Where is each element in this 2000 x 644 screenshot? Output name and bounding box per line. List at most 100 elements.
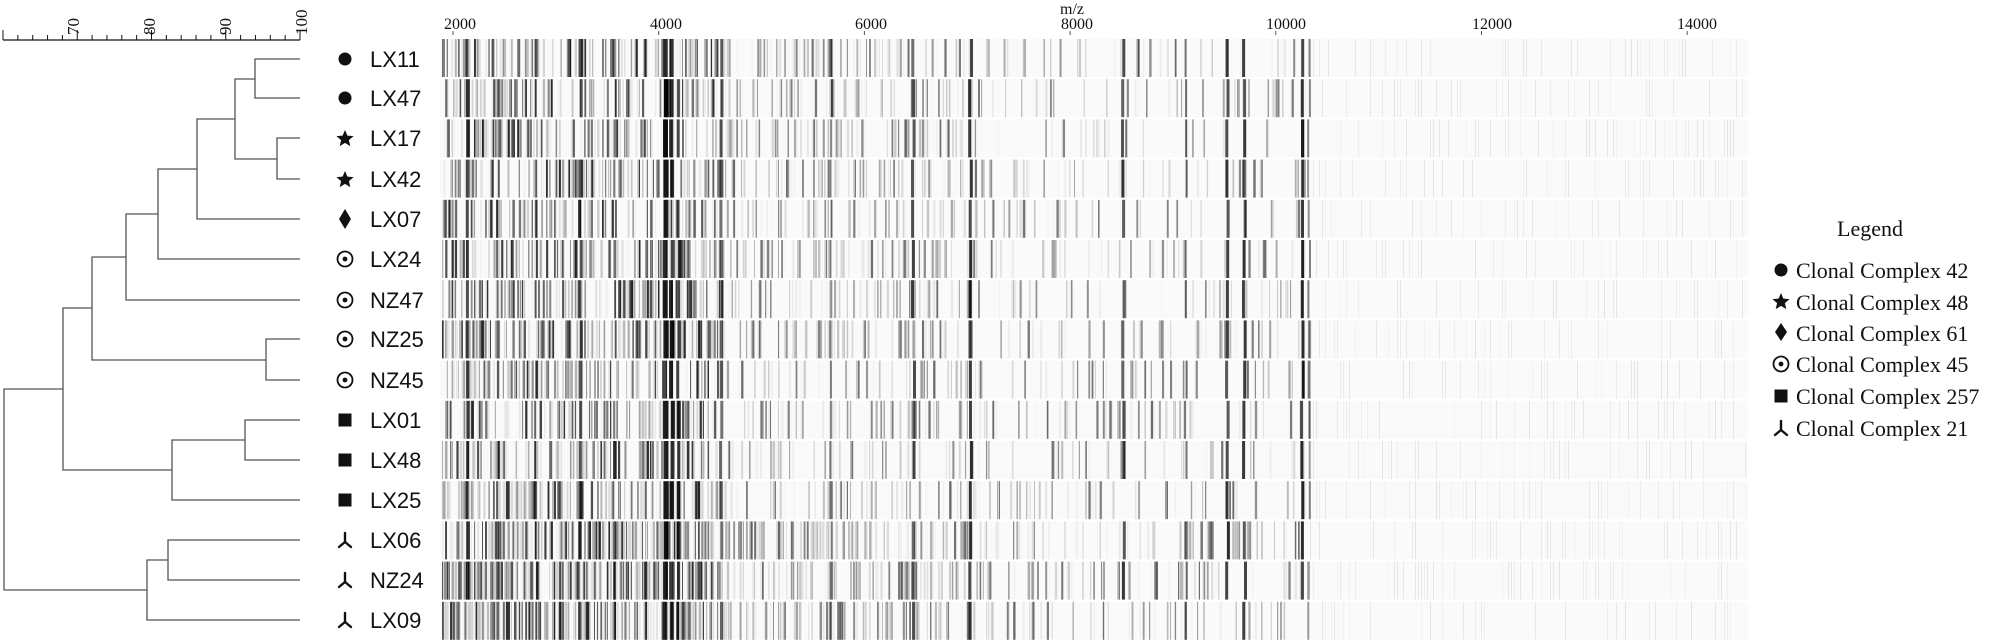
spectrum-band [631, 602, 633, 640]
spectrum-band [1574, 400, 1575, 439]
spectrum-band [1022, 199, 1026, 238]
spectrum-lane [440, 39, 1748, 77]
spectrum-band [510, 601, 512, 640]
spectrum-band [1595, 361, 1596, 399]
spectrum-band [1646, 240, 1647, 278]
spectrum-band [1559, 320, 1560, 359]
spectrum-band [552, 601, 554, 640]
spectrum-peak [662, 240, 668, 278]
spectrum-band [1136, 199, 1139, 238]
spectrum-band [560, 240, 563, 278]
spectrum-band [1211, 561, 1213, 600]
spectrum-peak [1184, 240, 1187, 278]
spectrum-band [834, 320, 835, 359]
spectrum-band [1045, 119, 1047, 158]
spectrum-band [1424, 320, 1425, 359]
spectrum-band [602, 39, 604, 77]
spectrum-band [522, 561, 524, 600]
spectrum-band [842, 601, 844, 640]
spectrum-band [461, 39, 463, 77]
spectrum-band [704, 561, 707, 600]
spectrum-band [1553, 441, 1554, 479]
spectrum-band [658, 159, 660, 198]
spectrum-band [1337, 240, 1338, 278]
spectrum-band [858, 119, 860, 157]
spectrum-band [648, 561, 651, 600]
spectrum-band [1682, 521, 1683, 560]
spectrum-band [1397, 39, 1398, 77]
spectrum-band [1652, 79, 1653, 118]
spectrum-band [1166, 199, 1169, 238]
spectrum-band [1019, 199, 1022, 238]
spectrum-band [1263, 79, 1265, 117]
spectrum-band [453, 119, 455, 157]
spectrum-peak [662, 360, 668, 399]
spectrum-band [645, 39, 647, 77]
spectrum-band [1502, 280, 1503, 319]
spectrum-band [712, 119, 714, 158]
spectrum-band [765, 601, 768, 640]
spectrum-band [1508, 39, 1509, 77]
spectrum-band [899, 561, 902, 600]
spectrum-band [584, 441, 586, 479]
spectrum-band [701, 481, 704, 520]
spectrum-band [867, 240, 870, 278]
spectrum-band [907, 441, 909, 479]
spectrum-band [1194, 481, 1196, 519]
spectrum-band [855, 320, 856, 358]
spectrum-band [1700, 360, 1701, 399]
spectrum-band [835, 240, 838, 278]
spectrum-band [1154, 601, 1156, 640]
spectrum-band [782, 601, 785, 640]
spectrum-band [916, 441, 918, 479]
spectrum-band [1224, 240, 1226, 278]
spectrum-band [1616, 240, 1617, 278]
spectrum-band [1011, 280, 1014, 319]
spectrum-band [811, 119, 813, 158]
spectrum-band [590, 320, 593, 359]
spectrum-band [582, 561, 585, 600]
spectrum-band [558, 481, 561, 520]
spectrum-band [1236, 320, 1238, 358]
spectrum-band [523, 481, 526, 520]
spectrum-band [685, 521, 687, 560]
spectrum-band [800, 240, 801, 278]
spectrum-band [960, 481, 962, 520]
spectrum-band [1322, 79, 1323, 118]
spectrum-band [923, 561, 926, 600]
spectrum-band [1742, 280, 1743, 319]
spectrum-band [1082, 521, 1084, 560]
spectrum-band [1030, 601, 1034, 640]
spectrum-band [694, 481, 697, 520]
spectrum-band [485, 481, 486, 519]
spectrum-band [904, 119, 907, 158]
spectrum-band [618, 320, 620, 359]
spectrum-band [683, 441, 685, 479]
spectrum-band [1072, 360, 1075, 399]
spectrum-band [667, 240, 669, 278]
spectrum-band [978, 441, 980, 479]
spectrum-band [570, 441, 572, 479]
spectrum-band [590, 240, 592, 278]
spectrum-band [1679, 280, 1680, 318]
spectrum-band [1358, 280, 1359, 319]
spectrum-band [791, 401, 793, 439]
spectrum-band [528, 320, 530, 359]
spectrum-band [499, 561, 502, 600]
spectrum-band [1104, 119, 1106, 158]
spectrum-band [1013, 521, 1015, 560]
spectrum-band [544, 320, 546, 359]
spectrum-band [778, 561, 780, 600]
spectrum-band [686, 441, 689, 479]
spectrum-band [1568, 320, 1569, 358]
spectrum-band [1532, 199, 1533, 238]
circle-icon [1774, 263, 1788, 277]
spectrum-band [1385, 481, 1386, 520]
spectrum-band [822, 481, 825, 520]
spectrum-band [950, 360, 952, 399]
spectrum-band [650, 199, 653, 238]
spectrum-band [1290, 400, 1293, 439]
spectrum-band [890, 400, 891, 439]
spectrum-band [694, 79, 697, 118]
spectrum-band [691, 39, 694, 77]
